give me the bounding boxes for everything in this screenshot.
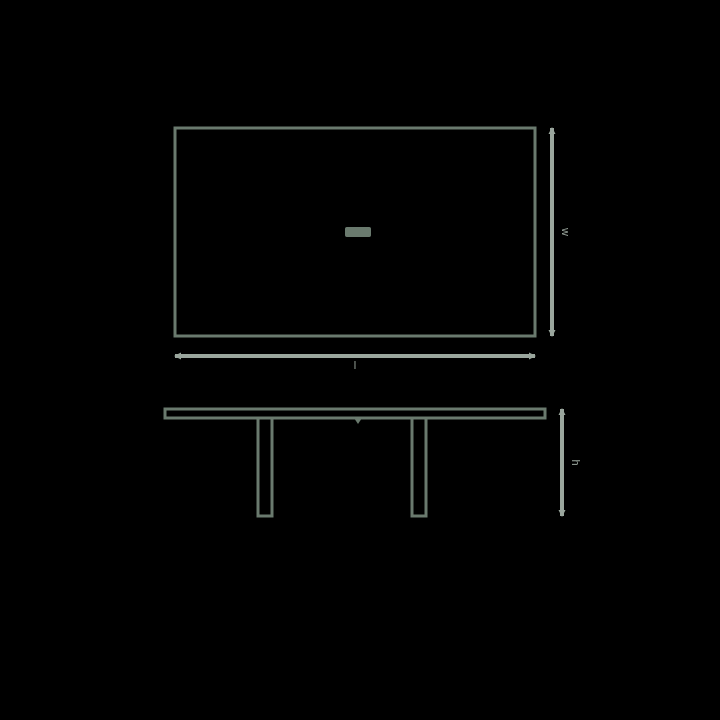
dimension-label-w: w: [559, 227, 571, 236]
side-view-leg-right: [412, 418, 426, 516]
side-view-leg-left: [258, 418, 272, 516]
dimension-label-l: l: [354, 360, 356, 372]
canvas-bg: [0, 0, 720, 720]
dimension-diagram: w l h: [0, 0, 720, 720]
side-view-tabletop: [165, 409, 545, 418]
dimension-label-h: h: [569, 459, 581, 465]
top-view-handle-icon: [345, 227, 371, 237]
